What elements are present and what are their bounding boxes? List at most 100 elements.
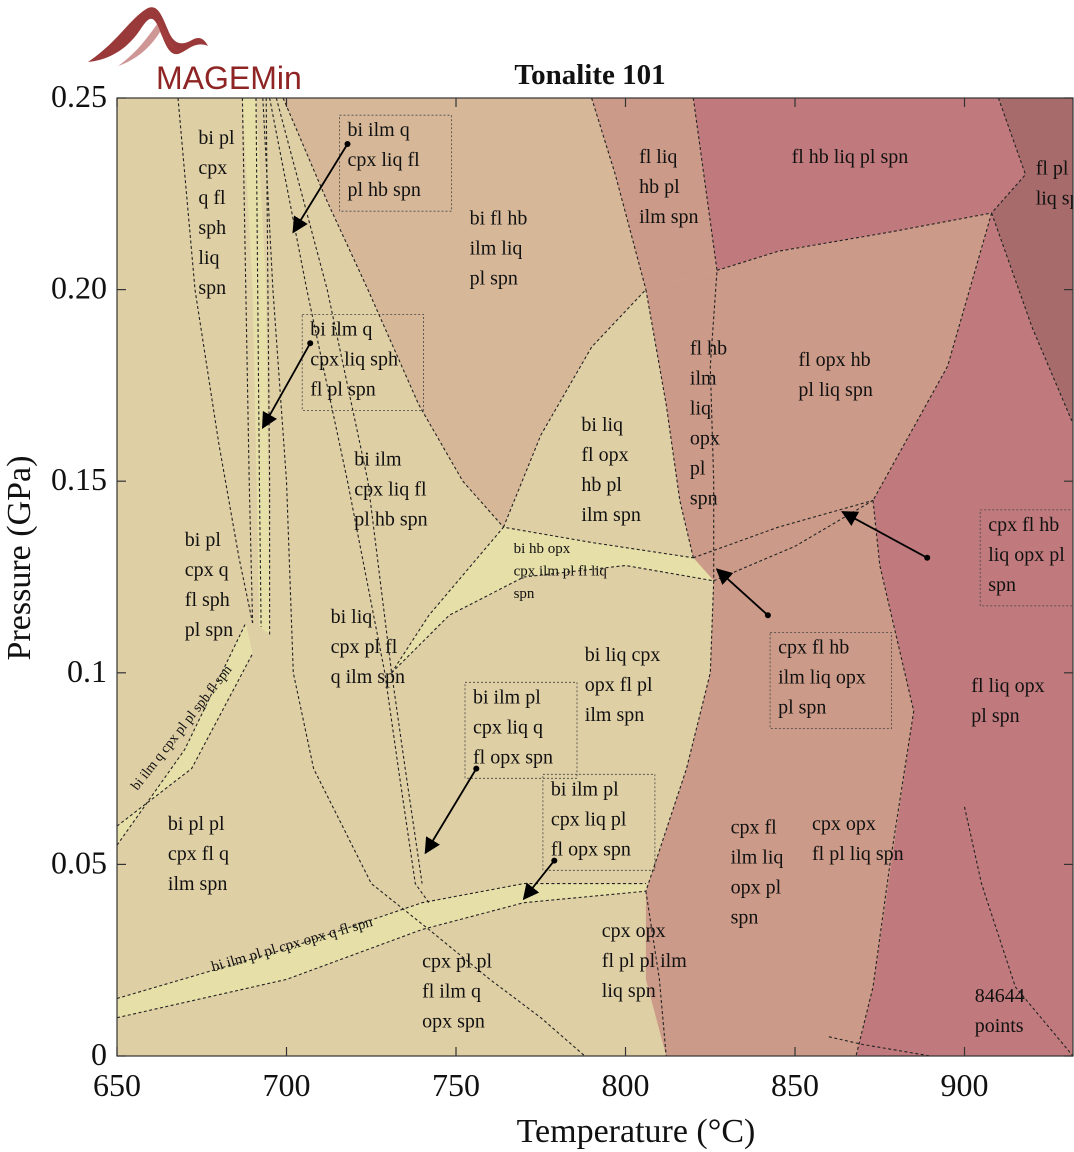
field-label-box [301, 313, 425, 411]
field-label-box [979, 509, 1073, 607]
field-label-line: ilm liq [470, 237, 523, 259]
label-arrow-4 [424, 765, 480, 855]
chart-title: Tonalite 101 [514, 59, 665, 91]
field-label-line: fl hb [690, 338, 727, 360]
field-label-line: cpx opx [812, 813, 876, 835]
phase-boundary-20 [855, 500, 915, 1056]
field-label-line: points [975, 1015, 1024, 1037]
y-tick-label: 0.20 [51, 270, 107, 306]
field-label-19: bi ilm pl cpx liq pl fl opx spn [542, 773, 656, 871]
x-axis-label: Temperature (°C) [517, 1113, 756, 1150]
x-axis-ticks: 650 700 750 800 850 900 [93, 98, 989, 1103]
field-label-line: fl pl liq spn [812, 843, 904, 865]
field-label-line: cpx liq q [473, 716, 543, 738]
field-label-line: bi ilm q [310, 318, 372, 340]
phase-boundary-23 [117, 890, 646, 1019]
phase-boundary-9 [591, 98, 647, 290]
field-label-box [542, 773, 656, 871]
phase-field-pale-left [117, 623, 253, 846]
field-label-box [339, 114, 452, 212]
field-label-line: bi liq [581, 414, 623, 436]
field-label-line: fl opx spn [473, 746, 553, 768]
field-label-line: 84644 [975, 985, 1025, 1007]
field-label-3: fl liq hb pl ilm spn [639, 146, 698, 228]
phase-boundary-4 [262, 98, 586, 1056]
field-label-line: fl opx spn [551, 838, 631, 860]
x-tick: 900 [941, 98, 989, 1103]
field-label-line: cpx q [185, 559, 229, 581]
field-label-line: pl spn [185, 619, 233, 641]
field-label-line: cpx liq sph [310, 348, 398, 370]
y-tick: 0.15 [51, 461, 1073, 497]
field-label-12: bi hb opx cpx ilm pl fl liq spn [514, 541, 608, 602]
field-label-line: bi hb opx [514, 541, 571, 557]
phase-field-mauve-right [856, 213, 1073, 1056]
phase-field-rose-right [645, 213, 992, 1056]
field-label-line: fl pl spn [310, 378, 376, 400]
field-label-line: fl pl pl ilm [602, 950, 687, 972]
field-label-line: liq spn [1036, 188, 1074, 210]
field-label-line: bi ilm pl [551, 778, 619, 800]
field-label-23: cpx opx fl pl pl ilm liq spn [602, 920, 687, 1002]
x-tick-label: 750 [432, 1067, 480, 1103]
phase-boundary-6 [275, 98, 423, 884]
field-label-8: fl opx hb pl liq spn [798, 349, 872, 401]
field-label-line: bi ilm q [348, 119, 410, 141]
field-label-21: cpx fl ilm liq opx pl spn [731, 817, 784, 929]
magemin-logo: MAGEMin [88, 7, 302, 96]
field-label-line: pl hb spn [354, 509, 427, 531]
y-tick-label: 0 [91, 1036, 107, 1072]
phase-field-pale-low [117, 883, 646, 1018]
label-arrow-0 [292, 141, 351, 234]
x-tick-label: 800 [602, 1067, 650, 1103]
y-tick: 0.1 [67, 653, 1073, 689]
phase-boundary-7 [282, 98, 504, 528]
y-tick-label: 0.15 [51, 461, 107, 497]
phase-boundary-14 [991, 212, 1073, 424]
field-label-25: 84644 points [975, 985, 1025, 1037]
field-label-line: ilm liq [731, 847, 784, 869]
field-label-line: spn [690, 488, 718, 510]
field-label-4: fl hb liq pl spn [792, 146, 909, 168]
field-label-line: bi liq cpx [585, 644, 661, 666]
field-label-7: fl hb ilm liq opx pl spn [690, 338, 727, 510]
field-label-line: fl opx [581, 444, 628, 466]
y-axis-label: Pressure (GPa) [1, 456, 38, 661]
field-label-line: opx fl pl [585, 674, 653, 696]
field-label-line: hb pl [581, 474, 622, 496]
field-label-17: fl liq opx pl spn [971, 675, 1044, 727]
phase-boundary-24 [117, 883, 646, 1000]
field-label-14: bi liq cpx pl fl q ilm spn [331, 606, 405, 688]
field-label-line: bi pl pl [168, 813, 225, 835]
label-arrow-5 [522, 857, 558, 901]
field-label-line: cpx fl hb [988, 514, 1059, 536]
label-arrow-1 [262, 340, 314, 430]
field-label-line: opx [690, 428, 720, 450]
field-label-2: bi fl hb ilm liq pl spn [470, 207, 528, 289]
y-tick-label: 0.25 [51, 78, 107, 114]
phase-field-dark-corner [991, 98, 1073, 424]
field-label-line: bi liq [331, 606, 373, 628]
phase-field-pale-mid [391, 527, 714, 673]
field-label-18: bi ilm pl cpx liq q fl opx spn [464, 681, 578, 779]
field-label-line: bi pl [198, 127, 235, 149]
field-label-16: cpx fl hb ilm liq opx pl spn [769, 632, 892, 729]
phase-boundary-8 [502, 289, 647, 528]
field-label-line: pl spn [470, 267, 518, 289]
x-tick: 850 [771, 98, 819, 1103]
field-label-line: pl spn [971, 705, 1019, 727]
field-label-line: fl hb liq pl spn [792, 146, 909, 168]
phase-boundary-5 [269, 98, 430, 904]
field-label-6: bi ilm q cpx liq sph fl pl spn [301, 313, 425, 411]
field-label-line: liq [690, 398, 711, 420]
field-label-line: q fl [198, 187, 226, 209]
field-label-line: cpx liq pl [551, 808, 627, 830]
field-label-line: liq opx pl [988, 544, 1065, 566]
x-tick: 800 [602, 98, 650, 1103]
field-label-line: pl liq spn [798, 379, 872, 401]
field-label-15: bi liq cpx opx fl pl ilm spn [585, 644, 661, 726]
phase-boundary-16 [391, 526, 694, 674]
field-label-line: cpx fl q [168, 843, 229, 865]
